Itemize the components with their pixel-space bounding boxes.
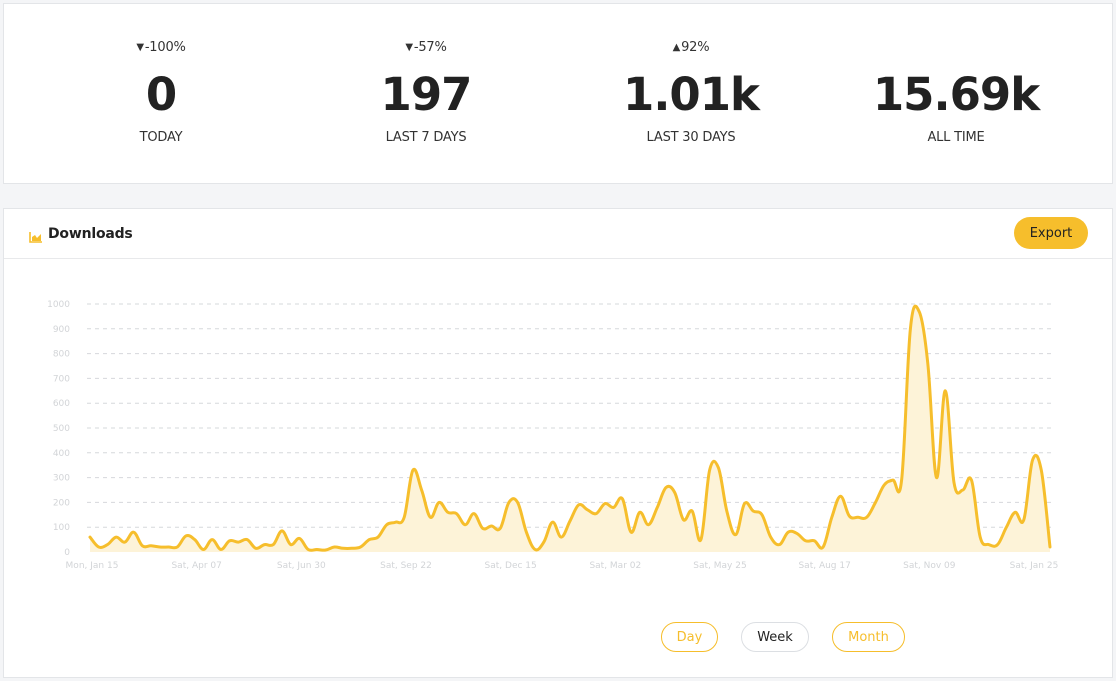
period-month-button[interactable]: Month: [832, 622, 905, 652]
stat-change-value: 92%: [681, 40, 710, 55]
y-tick-label: 200: [53, 498, 70, 508]
y-tick-label: 600: [53, 399, 70, 409]
trend-down-icon: ▼: [136, 42, 144, 53]
y-tick-label: 700: [53, 374, 70, 384]
stat-today: ▼-100% 0 TODAY: [31, 4, 291, 184]
stat-change: ▲92%: [561, 40, 821, 55]
stat-label: LAST 7 DAYS: [385, 130, 467, 145]
stat-value: 1.01k: [623, 68, 760, 121]
x-tick-label: Sat, Apr 07: [171, 561, 221, 571]
downloads-area-chart: 0 100 200 300 400 500 600 700 800 900 1000 Mon, Ja…: [47, 300, 1059, 571]
stat-label: TODAY: [139, 130, 183, 145]
y-tick-label: 1000: [47, 300, 70, 310]
x-tick-label: Sat, Sep 22: [380, 561, 432, 571]
trend-up-icon: ▲: [672, 42, 681, 53]
panel-header: Downloads Export: [4, 209, 1112, 259]
x-tick-label: Sat, Dec 15: [485, 561, 537, 571]
stat-change: ▼-57%: [296, 40, 556, 55]
stat-value: 15.69k: [872, 68, 1040, 121]
x-tick-label: Sat, Nov 09: [903, 561, 956, 571]
y-tick-label: 100: [53, 523, 70, 533]
area-chart-icon: [29, 228, 43, 243]
x-tick-label: Sat, May 25: [693, 561, 746, 571]
stat-value: 197: [380, 68, 473, 121]
x-tick-label: Sat, Jun 30: [277, 561, 326, 571]
x-tick-label: Mon, Jan 15: [66, 561, 119, 571]
panel-title: Downloads: [48, 226, 133, 242]
y-tick-label: 300: [53, 474, 70, 484]
x-tick-label: Sat, Jan 25: [1010, 561, 1059, 571]
series-line: [88, 304, 1052, 552]
y-tick-label: 800: [53, 350, 70, 360]
stat-change-value: -57%: [413, 40, 447, 55]
series-area: [90, 306, 1050, 552]
downloads-panel: Downloads Export 0 100 200 300 400 500 600 700 8…: [3, 208, 1113, 678]
period-week-button[interactable]: Week: [741, 622, 809, 652]
x-tick-label: Sat, Aug 17: [798, 561, 850, 571]
y-tick-label: 400: [53, 449, 70, 459]
y-tick-label: 900: [53, 325, 70, 335]
y-tick-label: 0: [64, 548, 70, 558]
stat-label: LAST 30 DAYS: [646, 130, 736, 145]
stat-value: 0: [145, 68, 177, 121]
trend-down-icon: ▼: [405, 42, 413, 53]
x-tick-label: Sat, Mar 02: [589, 561, 641, 571]
stat-change-value: -100%: [144, 40, 186, 55]
stat-all-time: 15.69k ALL TIME: [826, 4, 1086, 184]
period-day-button[interactable]: Day: [661, 622, 718, 652]
panel-title-group: Downloads: [29, 224, 133, 244]
stats-summary: ▼-100% 0 TODAY ▼-57% 197 LAST 7 DAYS ▲92…: [3, 3, 1113, 184]
stat-last-7-days: ▼-57% 197 LAST 7 DAYS: [296, 4, 556, 184]
y-tick-label: 500: [53, 424, 70, 434]
export-button[interactable]: Export: [1014, 217, 1088, 249]
stat-last-30-days: ▲92% 1.01k LAST 30 DAYS: [561, 4, 821, 184]
stat-label: ALL TIME: [927, 130, 985, 145]
stat-change: ▼-100%: [31, 40, 291, 55]
